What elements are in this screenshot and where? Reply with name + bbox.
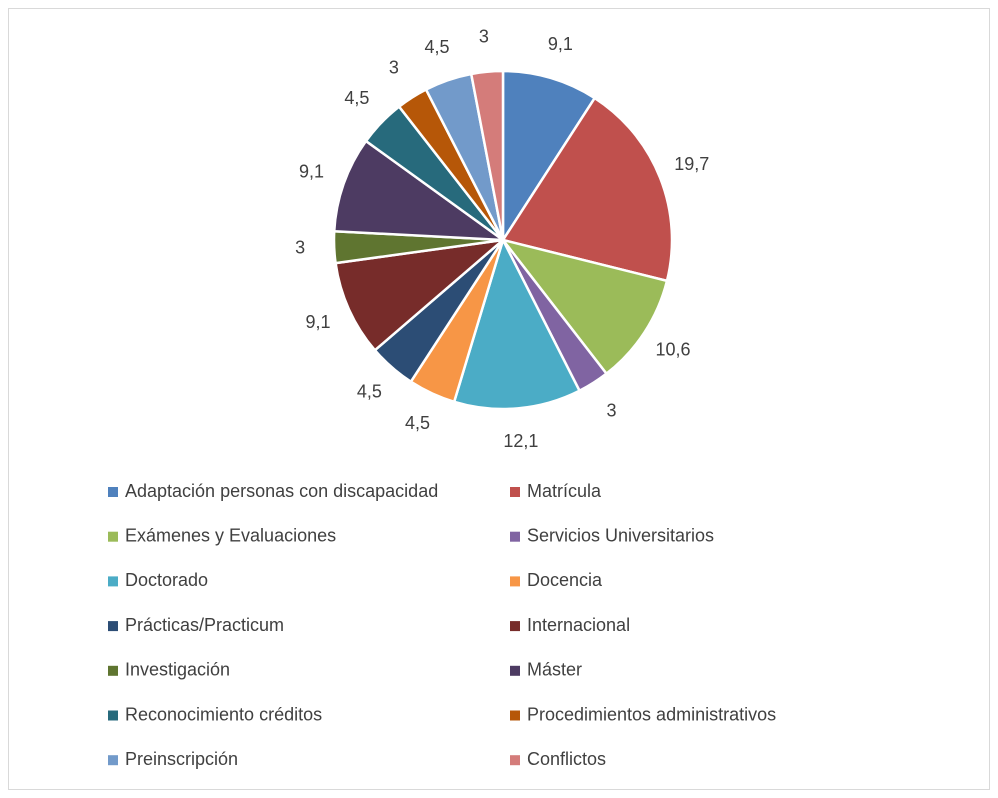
- legend-swatch: [108, 487, 118, 497]
- legend-swatch: [510, 487, 520, 497]
- legend-label: Preinscripción: [125, 749, 238, 769]
- legend-label: Adaptación personas con discapacidad: [125, 481, 438, 501]
- legend-label: Conflictos: [527, 749, 606, 769]
- data-label: 4,5: [425, 37, 450, 57]
- data-label: 9,1: [305, 312, 330, 332]
- legend-swatch: [108, 755, 118, 766]
- legend-label: Exámenes y Evaluaciones: [125, 525, 336, 545]
- legend-label: Reconocimiento créditos: [125, 704, 322, 724]
- legend-swatch: [108, 665, 118, 676]
- data-label: 3: [389, 58, 399, 78]
- legend-swatch: [510, 621, 520, 632]
- legend-swatch: [108, 621, 118, 632]
- legend-swatch: [510, 576, 520, 587]
- pie-slice: [501, 238, 669, 375]
- data-label: 3: [607, 400, 617, 420]
- legend-swatch: [108, 531, 118, 542]
- legend-label: Docencia: [527, 570, 603, 590]
- data-label: 3: [295, 237, 305, 257]
- data-label: 10,6: [655, 340, 690, 360]
- pie-slice: [501, 96, 674, 283]
- data-label: 4,5: [344, 88, 369, 108]
- legend-swatch: [108, 710, 118, 721]
- pie-slice: [469, 69, 505, 242]
- data-label: 4,5: [405, 413, 430, 433]
- legend-swatch: [510, 531, 520, 542]
- data-label: 12,1: [503, 431, 538, 451]
- pie-slice: [501, 69, 596, 242]
- legend-swatch: [510, 755, 520, 766]
- pie-slice: [334, 238, 505, 352]
- pie-slice: [332, 139, 505, 242]
- data-label: 9,1: [548, 34, 573, 54]
- data-label: 19,7: [674, 154, 709, 174]
- legend-label: Servicios Universitarios: [527, 525, 714, 545]
- legend-label: Máster: [527, 660, 582, 680]
- legend-swatch: [510, 665, 520, 676]
- legend-label: Matrícula: [527, 481, 602, 501]
- legend-swatch: [510, 710, 520, 721]
- legend-label: Doctorado: [125, 570, 208, 590]
- pie-slice: [452, 238, 581, 411]
- data-label: 9,1: [299, 161, 324, 181]
- legend-swatch: [108, 576, 118, 587]
- legend-label: Procedimientos administrativos: [527, 704, 776, 724]
- data-label: 3: [479, 27, 489, 47]
- legend-label: Investigación: [125, 660, 230, 680]
- legend-label: Internacional: [527, 615, 630, 635]
- legend-label: Prácticas/Practicum: [125, 615, 284, 635]
- data-label: 4,5: [357, 382, 382, 402]
